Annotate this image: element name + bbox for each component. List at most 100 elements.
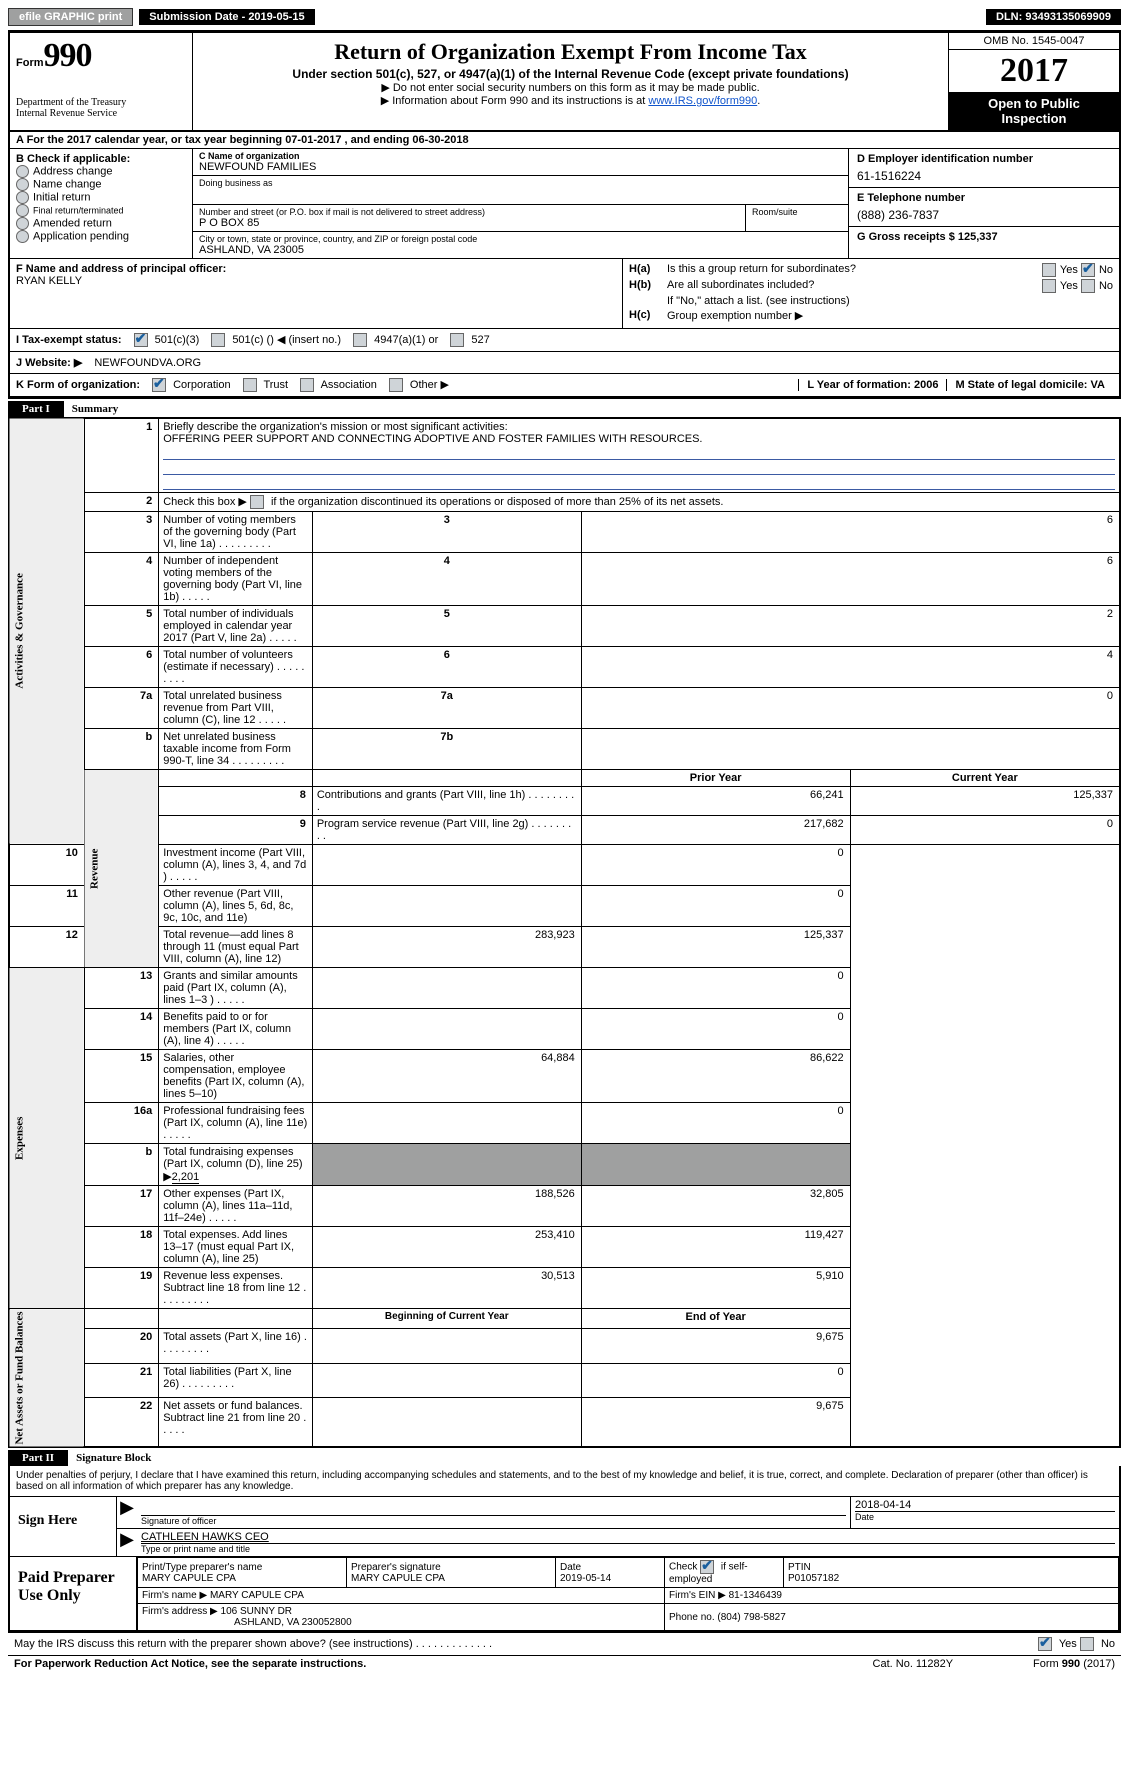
- name-change-radio[interactable]: [16, 178, 29, 191]
- line20: Total assets (Part X, line 16): [163, 1331, 307, 1355]
- current-year-hdr: Current Year: [850, 770, 1120, 787]
- preparer-block: Paid Preparer Use Only Print/Type prepar…: [8, 1557, 1121, 1633]
- line16a: Professional fundraising fees (Part IX, …: [163, 1105, 307, 1141]
- firm-ein-label: Firm's EIN ▶: [669, 1590, 726, 1601]
- c10: 0: [581, 845, 850, 886]
- address-value: P O BOX 85: [199, 217, 739, 229]
- city-label: City or town, state or province, country…: [199, 234, 842, 244]
- room-suite-label: Room/suite: [746, 205, 848, 231]
- 501c-check[interactable]: [211, 333, 225, 347]
- line13: Grants and similar amounts paid (Part IX…: [163, 970, 298, 1006]
- 501c3-check[interactable]: [134, 333, 148, 347]
- form-of-org-label: K Form of organization:: [16, 379, 140, 391]
- p17: 188,526: [312, 1186, 581, 1227]
- sign-here-label: Sign Here: [10, 1497, 116, 1556]
- firm-ein-val: 81-1346439: [729, 1590, 782, 1601]
- initial-return-radio[interactable]: [16, 191, 29, 204]
- side-expenses: Expenses: [9, 968, 84, 1309]
- line16b-val: 2,201: [172, 1171, 200, 1184]
- note-info-pre: ▶ Information about Form 990 and its ins…: [381, 95, 649, 107]
- line7a: Total unrelated business revenue from Pa…: [163, 690, 286, 726]
- c15: 86,622: [581, 1050, 850, 1103]
- ha-no-check[interactable]: [1081, 263, 1095, 277]
- summary-table: Activities & Governance 1 Briefly descri…: [8, 417, 1121, 1448]
- p12: 283,923: [312, 927, 581, 968]
- c9: 0: [850, 816, 1120, 845]
- part1-title: Summary: [72, 403, 118, 415]
- ein-value: 61-1516224: [857, 169, 1111, 183]
- c22: 9,675: [581, 1398, 850, 1447]
- firm-name-label: Firm's name ▶: [142, 1590, 207, 1601]
- efile-button[interactable]: efile GRAPHIC print: [8, 8, 133, 26]
- year-formation: L Year of formation: 2006: [798, 379, 946, 391]
- note-ssn: ▶ Do not enter social security numbers o…: [201, 81, 940, 94]
- line8: Contributions and grants (Part VIII, lin…: [317, 789, 574, 813]
- discuss-yes-check[interactable]: [1038, 1637, 1052, 1651]
- p15: 64,884: [312, 1050, 581, 1103]
- p16a: [312, 1103, 581, 1144]
- hb-note: If "No," attach a list. (see instruction…: [667, 295, 1113, 307]
- line14: Benefits paid to or for members (Part IX…: [163, 1011, 291, 1047]
- line7a-val: 0: [581, 688, 1120, 729]
- tax-year: 2017: [949, 50, 1119, 92]
- 527-check[interactable]: [450, 333, 464, 347]
- form-title: Return of Organization Exempt From Incom…: [201, 39, 940, 65]
- row-j: J Website: ▶ NEWFOUNDVA.ORG: [8, 351, 1121, 373]
- officer-label: F Name and address of principal officer:: [16, 263, 616, 275]
- submission-date: Submission Date - 2019-05-15: [139, 9, 314, 25]
- hb-tag: H(b): [629, 279, 667, 291]
- line6-val: 4: [581, 647, 1120, 688]
- hb-yes-check[interactable]: [1042, 279, 1056, 293]
- prep-phone-val: (804) 798-5827: [717, 1612, 785, 1623]
- hb-no-check[interactable]: [1081, 279, 1095, 293]
- irs-link[interactable]: www.IRS.gov/form990: [648, 95, 757, 107]
- top-bar: efile GRAPHIC print Submission Date - 20…: [8, 8, 1121, 26]
- block-bcd: B Check if applicable: Address change Na…: [8, 149, 1121, 258]
- website-value: NEWFOUNDVA.ORG: [94, 357, 201, 369]
- line9: Program service revenue (Part VIII, line…: [317, 818, 571, 842]
- preparer-label: Paid Preparer Use Only: [10, 1557, 136, 1630]
- line5: Total number of individuals employed in …: [163, 608, 297, 644]
- association-check[interactable]: [300, 378, 314, 392]
- corporation-check[interactable]: [152, 378, 166, 392]
- line18: Total expenses. Add lines 13–17 (must eq…: [163, 1229, 294, 1265]
- discuss-no-check[interactable]: [1080, 1637, 1094, 1651]
- line2-check[interactable]: [250, 495, 264, 509]
- amended-return-radio[interactable]: [16, 217, 29, 230]
- c14: 0: [581, 1009, 850, 1050]
- ptin-label: PTIN: [788, 1562, 1114, 1573]
- ptin-val: P01057182: [788, 1573, 1114, 1584]
- line6: Total number of volunteers (estimate if …: [163, 649, 304, 685]
- 4947-check[interactable]: [353, 333, 367, 347]
- omb-number: OMB No. 1545-0047: [949, 33, 1119, 50]
- firm-addr-label: Firm's address ▶: [142, 1606, 218, 1617]
- state-domicile: M State of legal domicile: VA: [946, 379, 1113, 391]
- ein-label: D Employer identification number: [857, 153, 1111, 165]
- other-check[interactable]: [389, 378, 403, 392]
- line5-val: 2: [581, 606, 1120, 647]
- line4-val: 6: [581, 553, 1120, 606]
- end-year-hdr: End of Year: [581, 1309, 850, 1329]
- prep-date-val: 2019-05-14: [560, 1573, 660, 1584]
- hb-text: Are all subordinates included?: [667, 279, 1042, 291]
- line1-label: Briefly describe the organization's miss…: [163, 421, 507, 433]
- firm-name-val: MARY CAPULE CPA: [210, 1590, 304, 1601]
- row-i: I Tax-exempt status: 501(c)(3) 501(c) ()…: [8, 328, 1121, 351]
- address-change-radio[interactable]: [16, 165, 29, 178]
- p20: [312, 1329, 581, 1363]
- part1-label: Part I: [8, 401, 64, 417]
- application-pending-radio[interactable]: [16, 230, 29, 243]
- c11: 0: [581, 886, 850, 927]
- line7b-val: [581, 729, 1120, 770]
- prior-year-hdr: Prior Year: [581, 770, 850, 787]
- prep-sig-val: MARY CAPULE CPA: [351, 1573, 551, 1584]
- row-k: K Form of organization: Corporation Trus…: [8, 373, 1121, 399]
- p14: [312, 1009, 581, 1050]
- line3: Number of voting members of the governin…: [163, 514, 296, 550]
- p13: [312, 968, 581, 1009]
- line11: Other revenue (Part VIII, column (A), li…: [163, 888, 293, 924]
- ha-yes-check[interactable]: [1042, 263, 1056, 277]
- self-employed-check[interactable]: [700, 1560, 714, 1574]
- trust-check[interactable]: [243, 378, 257, 392]
- final-return-radio[interactable]: [16, 204, 29, 217]
